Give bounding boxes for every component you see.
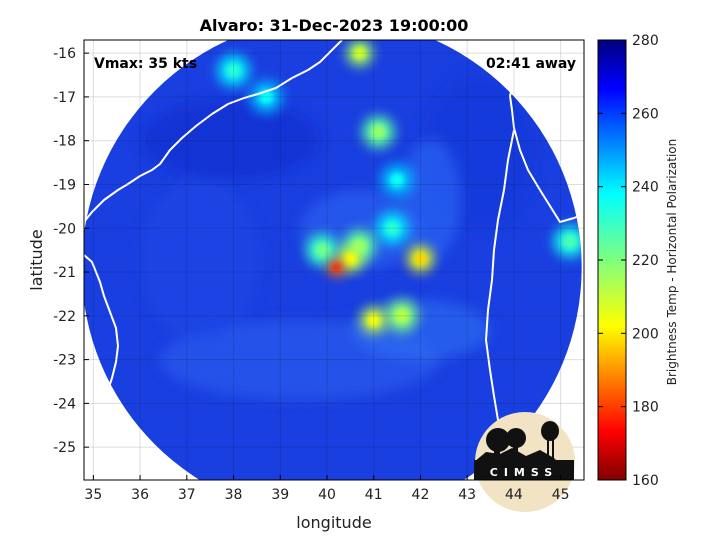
y-tick-label: -19: [53, 177, 76, 193]
y-tick-label: -16: [53, 46, 76, 62]
y-tick-label: -20: [53, 221, 76, 237]
tb-feature-core: [562, 234, 578, 249]
tb-feature-core: [315, 242, 330, 258]
colorbar-tick-label: 240: [632, 180, 659, 196]
y-tick-label: -23: [53, 353, 76, 369]
chart-title: Alvaro: 31-Dec-2023 19:00:00: [200, 16, 469, 35]
tb-feature-core: [371, 124, 386, 140]
colorbar-tick-label: 280: [632, 33, 659, 49]
colorbar-tick-label: 260: [632, 106, 659, 122]
colorbar: 280 260 240 220 200 180 160 Brightness Temp - …: [597, 33, 679, 489]
x-tick-label: 39: [271, 487, 289, 503]
tb-feature-core: [344, 253, 357, 265]
y-axis-ticks: -16 -17 -18 -19 -20 -21 -22 -23 -24 -25: [53, 46, 89, 456]
vmax-label: Vmax: 35 kts: [94, 56, 197, 72]
tb-feature-core: [353, 47, 366, 59]
x-tick-label: 38: [225, 487, 243, 503]
colorbar-tick-label: 200: [632, 326, 659, 342]
y-tick-label: -17: [53, 90, 76, 106]
y-tick-label: -21: [53, 265, 76, 281]
x-tick-label: 35: [84, 487, 102, 503]
colorbar-tick-label: 220: [632, 253, 659, 269]
x-tick-label: 42: [412, 487, 430, 503]
tb-feature-core: [389, 172, 405, 188]
cimss-logo: CIMSS: [474, 412, 575, 512]
y-axis-label: latitude: [27, 229, 46, 290]
tb-feature-core: [385, 221, 400, 236]
x-tick-label: 37: [178, 487, 196, 503]
y-tick-label: -24: [53, 396, 76, 412]
africa-coastline-south: [84, 254, 119, 437]
africa-coastline: [84, 40, 343, 223]
grid: [84, 40, 584, 480]
tb-feature-core: [394, 308, 409, 324]
colorbar-ticks: 280 260 240 220 200 180 160: [598, 33, 659, 489]
colorbar-label: Brightness Temp - Horizontal Polarizatio…: [665, 139, 679, 386]
cimss-logo-text: CIMSS: [490, 466, 558, 479]
swath: [84, 40, 582, 480]
y-tick-label: -22: [53, 309, 76, 325]
tb-feature-core: [226, 63, 241, 78]
plot-frame: [83, 39, 585, 481]
y-tick-label: -18: [53, 134, 76, 150]
x-tick-label: 45: [552, 487, 570, 503]
x-tick-label: 44: [505, 487, 523, 503]
colorbar-tick-label: 160: [632, 473, 659, 489]
tb-feature-core: [414, 253, 427, 265]
x-tick-label: 36: [131, 487, 149, 503]
time-away-label: 02:41 away: [486, 56, 576, 72]
plot-area: [84, 40, 584, 480]
madagascar-coastline: [509, 43, 584, 223]
y-tick-label: -25: [53, 440, 76, 456]
x-tick-label: 40: [318, 487, 336, 503]
tb-feature-core: [367, 314, 380, 327]
x-axis-label: longitude: [296, 513, 371, 532]
colorbar-tick-label: 180: [632, 400, 659, 416]
x-axis-ticks: 35 36 37 38 39 40 41 42 43 44 45: [84, 475, 570, 503]
x-tick-label: 43: [458, 487, 476, 503]
x-tick-label: 41: [365, 487, 383, 503]
tb-feature-core: [332, 263, 341, 272]
